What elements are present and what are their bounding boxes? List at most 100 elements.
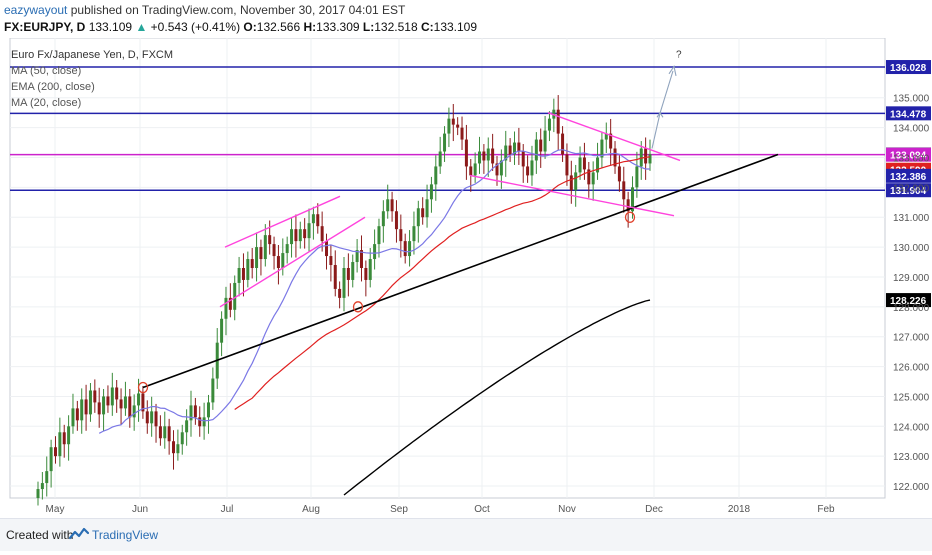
ma50-line[interactable] <box>234 156 651 410</box>
candle-body[interactable] <box>246 259 250 280</box>
candle-body[interactable] <box>613 148 617 167</box>
candle-body[interactable] <box>145 411 149 424</box>
channel-upper-line[interactable] <box>224 195 341 248</box>
ema200-line[interactable] <box>343 299 651 496</box>
candle-body[interactable] <box>609 133 613 149</box>
candle-body[interactable] <box>102 396 106 415</box>
candle-body[interactable] <box>84 399 88 415</box>
candle-body[interactable] <box>62 432 66 445</box>
candle-body[interactable] <box>163 426 167 439</box>
candle-body[interactable] <box>71 408 75 427</box>
candle-body[interactable] <box>604 133 608 140</box>
candle-body[interactable] <box>206 402 210 418</box>
candle-body[interactable] <box>495 163 499 176</box>
candle-body[interactable] <box>75 408 79 421</box>
candle-body[interactable] <box>359 250 363 268</box>
candle-body[interactable] <box>355 250 359 263</box>
candle-body[interactable] <box>534 139 538 161</box>
candle-body[interactable] <box>443 133 447 152</box>
candle-body[interactable] <box>591 172 595 185</box>
candle-body[interactable] <box>176 444 180 454</box>
candle-body[interactable] <box>394 211 398 230</box>
candle-body[interactable] <box>110 387 114 406</box>
author-link[interactable]: eazywayout <box>4 3 68 17</box>
candle-body[interactable] <box>342 268 346 298</box>
ma20-line[interactable] <box>98 149 650 434</box>
candle-body[interactable] <box>316 214 320 227</box>
candle-body[interactable] <box>268 235 272 245</box>
touch-circle[interactable] <box>352 301 364 313</box>
candle-body[interactable] <box>220 318 224 343</box>
candle-body[interactable] <box>408 241 412 257</box>
candle-body[interactable] <box>635 166 639 188</box>
candle-body[interactable] <box>40 483 44 490</box>
candle-body[interactable] <box>517 142 521 152</box>
candle-body[interactable] <box>565 154 569 176</box>
candle-body[interactable] <box>228 297 232 310</box>
candle-body[interactable] <box>399 229 403 242</box>
candle-body[interactable] <box>390 199 394 212</box>
wedge-upper-line[interactable] <box>547 112 681 162</box>
candle-body[interactable] <box>193 405 197 418</box>
tradingview-logo-icon[interactable] <box>68 527 90 546</box>
candle-body[interactable] <box>491 148 495 164</box>
candle-body[interactable] <box>473 163 477 176</box>
candle-body[interactable] <box>150 411 154 424</box>
candle-body[interactable] <box>115 387 119 400</box>
candle-body[interactable] <box>36 489 40 498</box>
candle-body[interactable] <box>180 432 184 445</box>
candle-body[interactable] <box>622 181 626 200</box>
candle-body[interactable] <box>547 118 551 131</box>
candle-body[interactable] <box>469 166 473 176</box>
wedge-lower-line[interactable] <box>469 174 675 217</box>
candle-body[interactable] <box>123 396 127 409</box>
legend-ma50[interactable]: MA (50, close) <box>11 65 82 77</box>
candle-body[interactable] <box>561 133 565 155</box>
channel-lower-line[interactable] <box>219 216 366 308</box>
candle-body[interactable] <box>211 378 215 403</box>
candle-body[interactable] <box>381 211 385 227</box>
candle-body[interactable] <box>281 253 285 268</box>
legend-ma20[interactable]: MA (20, close) <box>11 97 82 109</box>
candle-body[interactable] <box>263 235 267 260</box>
candle-body[interactable] <box>543 130 547 152</box>
candle-body[interactable] <box>373 244 377 260</box>
symbol-label[interactable]: FX:EURJPY, D <box>4 20 86 34</box>
touch-circle[interactable] <box>137 381 149 394</box>
candle-body[interactable] <box>237 268 241 283</box>
candle-body[interactable] <box>329 256 333 266</box>
candle-body[interactable] <box>377 226 381 245</box>
candle-body[interactable] <box>438 151 442 167</box>
rising-trendline[interactable] <box>142 153 779 389</box>
candle-body[interactable] <box>626 199 630 212</box>
candle-body[interactable] <box>460 127 464 140</box>
candle-body[interactable] <box>272 244 276 257</box>
candle-body[interactable] <box>154 411 158 427</box>
candle-body[interactable] <box>478 151 482 164</box>
candle-body[interactable] <box>338 288 342 298</box>
candle-body[interactable] <box>504 145 508 161</box>
candle-body[interactable] <box>464 139 468 167</box>
candle-body[interactable] <box>224 297 228 319</box>
candle-body[interactable] <box>88 390 92 415</box>
candle-body[interactable] <box>259 247 263 260</box>
candle-body[interactable] <box>574 172 578 191</box>
candle-body[interactable] <box>311 214 315 224</box>
touch-circle[interactable] <box>624 211 636 223</box>
candle-body[interactable] <box>346 268 350 280</box>
candle-body[interactable] <box>434 166 438 185</box>
candle-body[interactable] <box>241 268 245 280</box>
candle-body[interactable] <box>351 262 355 280</box>
candle-body[interactable] <box>447 118 451 134</box>
candle-body[interactable] <box>303 229 307 239</box>
candle-body[interactable] <box>233 282 237 310</box>
candle-body[interactable] <box>499 160 503 176</box>
candle-body[interactable] <box>106 396 110 406</box>
candle-body[interactable] <box>167 426 171 442</box>
candle-body[interactable] <box>508 145 512 155</box>
candle-body[interactable] <box>403 241 407 257</box>
candle-body[interactable] <box>412 226 416 242</box>
candle-body[interactable] <box>137 393 141 406</box>
candle-body[interactable] <box>486 148 490 161</box>
